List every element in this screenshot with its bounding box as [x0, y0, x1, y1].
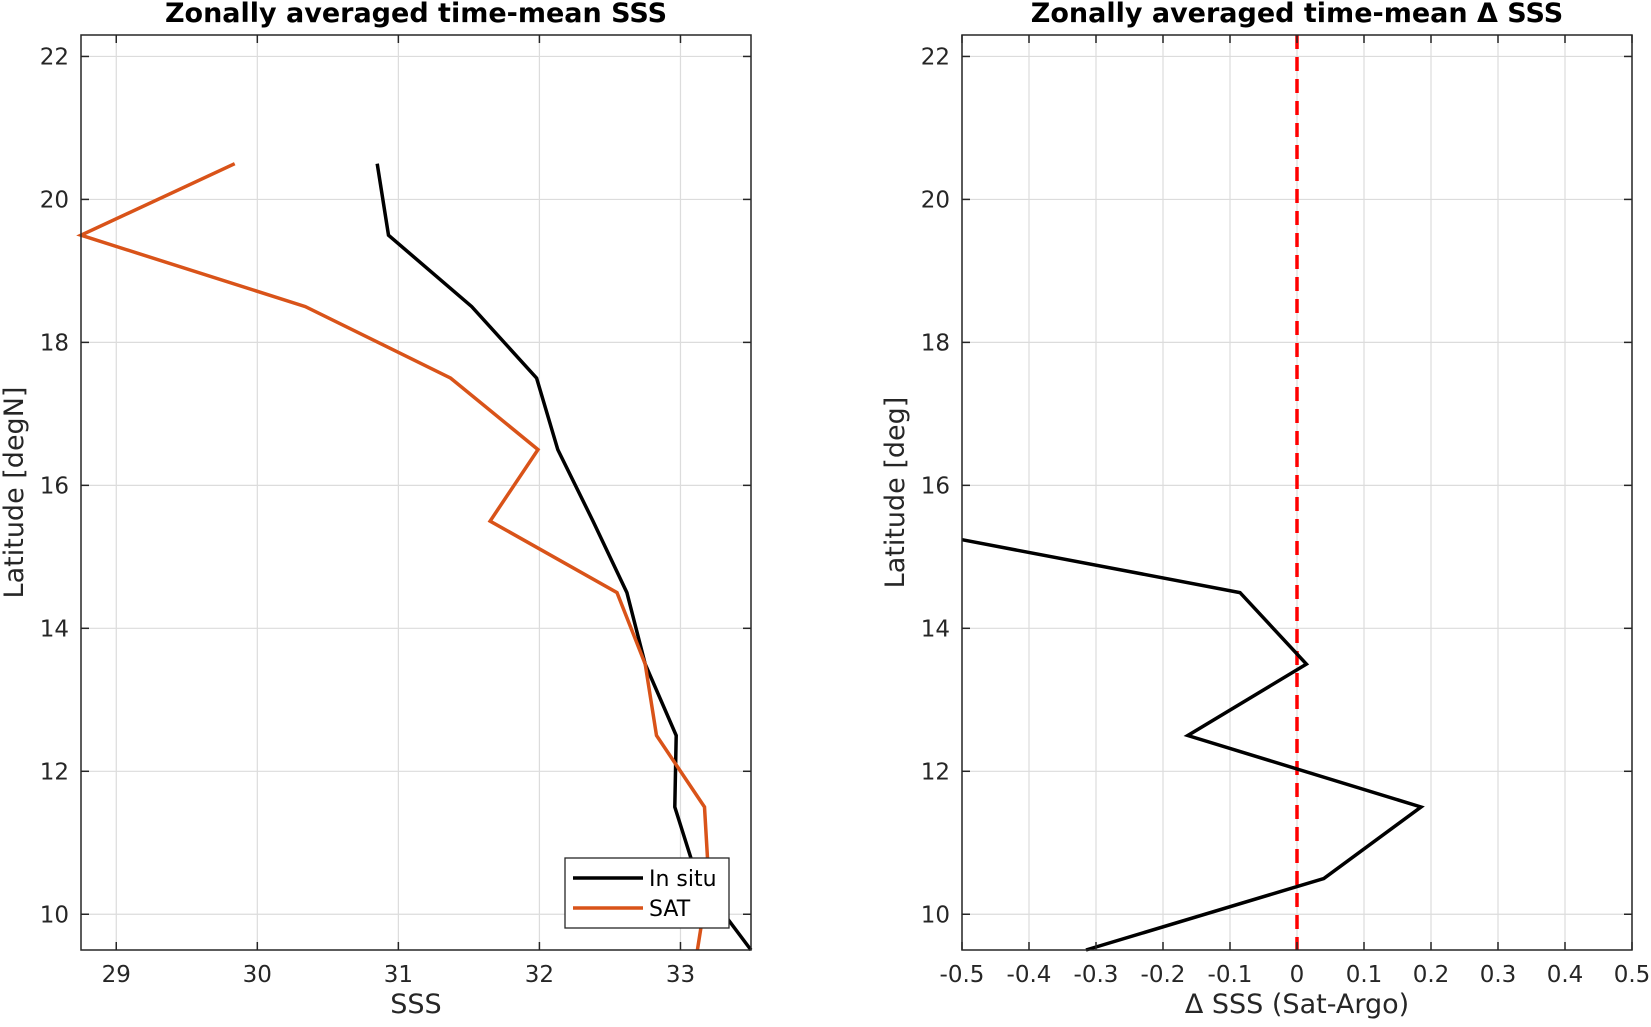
legend: In situ SAT: [564, 857, 730, 929]
y-tick-label: 12: [921, 759, 950, 785]
x-tick-label: -0.4: [1007, 962, 1052, 988]
y-axis-label: Latitude [deg]: [880, 397, 911, 589]
x-tick-label: 0.1: [1346, 962, 1383, 988]
y-tick-label: 16: [921, 473, 950, 499]
x-axis-label: SSS: [390, 989, 441, 1020]
series-line-0: [961, 537, 1425, 952]
x-tick-label: 30: [243, 962, 272, 988]
x-tick-label: -0.2: [1141, 962, 1186, 988]
legend-label: In situ: [649, 867, 717, 892]
y-tick-label: 10: [921, 902, 950, 928]
y-axis-label: Latitude [degN]: [0, 387, 30, 599]
chart-title: Zonally averaged time-mean Δ SSS: [1031, 0, 1563, 29]
y-tick-label: 12: [40, 759, 69, 785]
y-tick-label: 22: [40, 44, 69, 70]
plot-area: [81, 35, 751, 950]
y-tick-label: 20: [921, 187, 950, 213]
y-tick-label: 18: [921, 330, 950, 356]
x-tick-label: -0.3: [1074, 962, 1119, 988]
axes-box: [80, 34, 752, 951]
series-line-in-situ: [375, 163, 753, 952]
x-tick-label: -0.1: [1208, 962, 1253, 988]
panel-delta-sss: -0.5 -0.4 -0.3 -0.2 -0.1 0 0.1 0.2 0.3 0.4 0.5 10 12…: [880, 0, 1650, 1020]
panel-sss: 29 30 31 32 33 10 12 14 16 18 20 22 Zonally averaged…: [0, 0, 753, 1020]
x-axis-label: Δ SSS (Sat-Argo): [1185, 989, 1409, 1020]
legend-label: SAT: [649, 897, 691, 922]
y-tick-label: 18: [40, 330, 69, 356]
x-tick-label: 0: [1290, 962, 1305, 988]
x-tick-label: -0.5: [940, 962, 985, 988]
y-tick-label: 14: [921, 616, 950, 642]
legend-box: [564, 857, 730, 929]
x-tick-label: 33: [666, 962, 695, 988]
chart-title: Zonally averaged time-mean SSS: [165, 0, 667, 29]
y-tick-label: 14: [40, 616, 69, 642]
y-tick-label: 22: [921, 44, 950, 70]
x-tick-label: 31: [384, 962, 413, 988]
y-tick-label: 16: [40, 473, 69, 499]
series-line-sat: [76, 162, 711, 951]
y-tick-label: 20: [40, 187, 69, 213]
y-tick-label: 10: [40, 902, 69, 928]
x-tick-label: 32: [525, 962, 554, 988]
x-tick-label: 0.5: [1614, 962, 1651, 988]
x-tick-label: 0.3: [1480, 962, 1517, 988]
x-tick-label: 0.4: [1547, 962, 1584, 988]
x-tick-label: 0.2: [1413, 962, 1450, 988]
x-tick-label: 29: [102, 962, 131, 988]
